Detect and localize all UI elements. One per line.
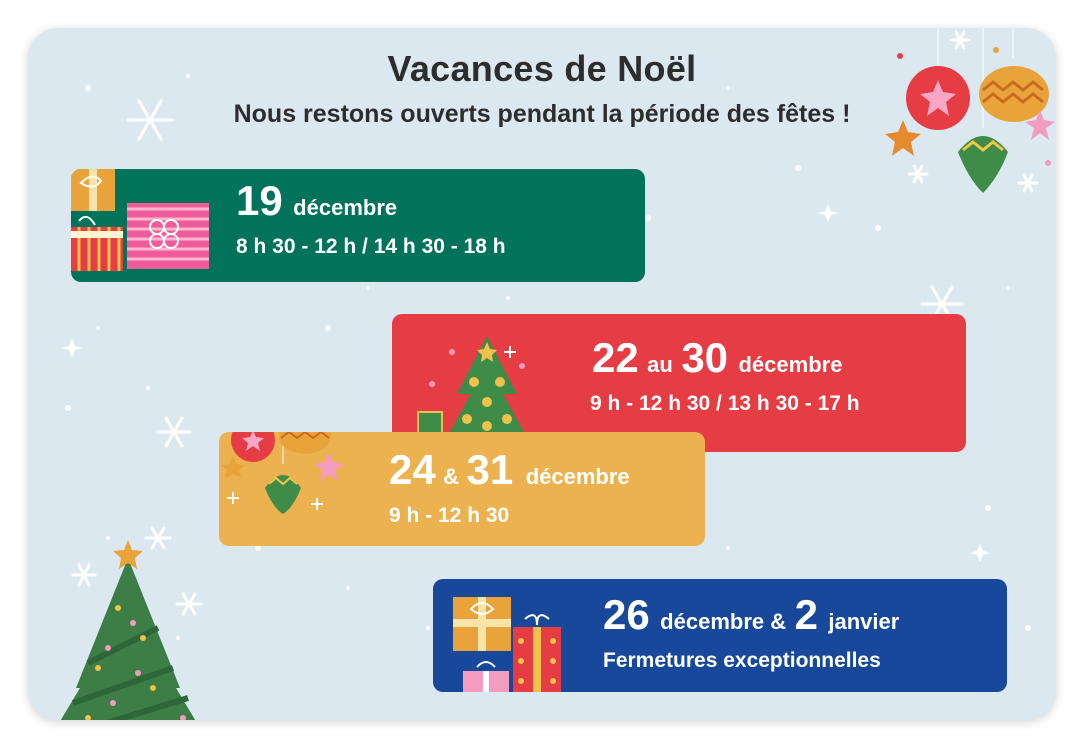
start-day: 22 bbox=[592, 334, 639, 381]
start-day: 24 bbox=[389, 446, 436, 493]
closure-notice: Fermetures exceptionnelles bbox=[603, 649, 881, 672]
month-label: décembre bbox=[738, 352, 843, 377]
opening-hours: 8 h 30 - 12 h / 14 h 30 - 18 h bbox=[236, 235, 506, 258]
schedule-panel-closures: 26 décembre & 2 janvier Fermetures excep… bbox=[433, 579, 1007, 692]
end-day: 2 bbox=[794, 591, 818, 638]
opening-hours: 9 h - 12 h 30 bbox=[389, 504, 510, 527]
christmas-tree-icon bbox=[60, 540, 196, 720]
page-subtitle: Nous restons ouverts pendant la période … bbox=[233, 100, 851, 128]
gift-icon bbox=[71, 169, 209, 271]
start-day: 26 bbox=[603, 591, 650, 638]
schedule-panel-dec-24-31: 24 & 31 décembre 9 h - 12 h 30 bbox=[219, 432, 705, 546]
month-label: décembre bbox=[293, 195, 398, 220]
schedule-panel-dec-22-30: 22 au 30 décembre 9 h - 12 h 30 / 13 h 3… bbox=[392, 314, 966, 452]
ornament-icon bbox=[221, 432, 344, 514]
page-title: Vacances de Noël bbox=[387, 48, 697, 89]
range-connector: au bbox=[647, 352, 673, 377]
end-day: 31 bbox=[466, 446, 514, 493]
gift-icon bbox=[453, 597, 561, 692]
range-connector: & bbox=[443, 464, 460, 489]
month-label: décembre bbox=[525, 464, 630, 489]
end-day: 30 bbox=[681, 334, 729, 381]
christmas-tree-icon bbox=[417, 336, 525, 435]
month-label: janvier bbox=[828, 609, 900, 634]
start-day: 19 bbox=[236, 177, 283, 224]
month-label: décembre & bbox=[660, 609, 787, 634]
holiday-card: Vacances de Noël Nous restons ouverts pe… bbox=[28, 28, 1056, 720]
schedule-panel-dec-19: 19 décembre 8 h 30 - 12 h / 14 h 30 - 18… bbox=[71, 169, 645, 282]
opening-hours: 9 h - 12 h 30 / 13 h 30 - 17 h bbox=[590, 392, 860, 415]
